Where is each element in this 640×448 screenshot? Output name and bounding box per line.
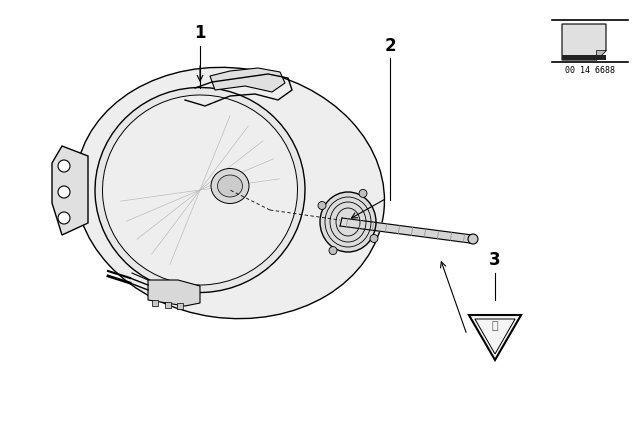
Ellipse shape bbox=[102, 95, 298, 285]
Circle shape bbox=[359, 190, 367, 198]
Text: ✋: ✋ bbox=[492, 321, 499, 331]
Circle shape bbox=[370, 234, 378, 242]
Text: 2: 2 bbox=[384, 37, 396, 55]
Circle shape bbox=[58, 186, 70, 198]
Ellipse shape bbox=[76, 67, 385, 319]
FancyBboxPatch shape bbox=[165, 302, 171, 308]
Ellipse shape bbox=[95, 87, 305, 293]
Polygon shape bbox=[596, 50, 606, 60]
Ellipse shape bbox=[468, 234, 478, 244]
Ellipse shape bbox=[320, 192, 376, 252]
FancyBboxPatch shape bbox=[177, 303, 183, 309]
Circle shape bbox=[329, 246, 337, 254]
Text: 00 14 6688: 00 14 6688 bbox=[565, 65, 615, 74]
Circle shape bbox=[58, 212, 70, 224]
Ellipse shape bbox=[211, 168, 249, 203]
Polygon shape bbox=[52, 146, 88, 235]
Polygon shape bbox=[562, 24, 606, 60]
FancyBboxPatch shape bbox=[562, 55, 606, 60]
Circle shape bbox=[318, 202, 326, 210]
Ellipse shape bbox=[218, 175, 243, 197]
FancyBboxPatch shape bbox=[152, 300, 158, 306]
Text: 1: 1 bbox=[195, 24, 205, 42]
Text: 3: 3 bbox=[489, 251, 501, 269]
Circle shape bbox=[58, 160, 70, 172]
Polygon shape bbox=[210, 68, 285, 92]
Polygon shape bbox=[148, 280, 200, 306]
Polygon shape bbox=[340, 218, 472, 243]
Polygon shape bbox=[469, 315, 521, 360]
